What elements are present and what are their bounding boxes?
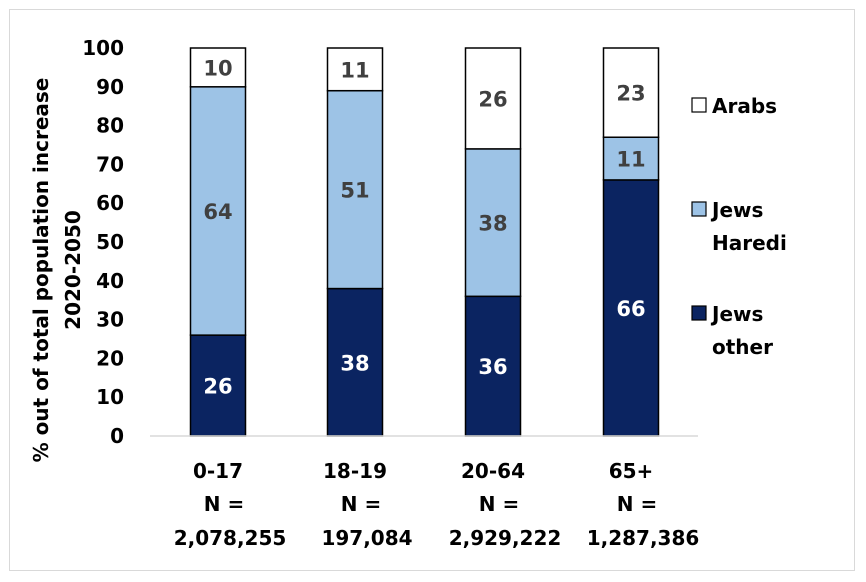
x-tick-label: 20-64	[461, 459, 525, 483]
bar-segment	[464, 47, 522, 150]
data-label: 51	[340, 179, 369, 203]
x-tick-n-value: 1,287,386	[587, 526, 700, 550]
bars: 26 64 10 38 51 11 36 38 26 66 11 23	[150, 47, 698, 437]
legend-label: Arabs	[712, 94, 777, 118]
x-tick-label: 18-19	[323, 459, 387, 483]
data-label: 10	[203, 56, 232, 80]
bar-segment	[189, 47, 247, 88]
y-axis-ticks: 0 10 20 30 40 50 60 70 80 90 100	[82, 36, 124, 448]
legend-label: Jews	[710, 302, 763, 326]
data-label: 23	[616, 82, 645, 106]
x-tick-n-label: N =	[341, 492, 381, 516]
legend-swatch	[691, 305, 707, 321]
y-tick-label: 100	[82, 36, 124, 60]
bar-segment	[602, 136, 660, 181]
x-tick-n-label: N =	[617, 492, 657, 516]
bar-segment	[326, 47, 384, 92]
y-tick-label: 30	[96, 308, 124, 332]
x-tick-label: 0-17	[193, 459, 243, 483]
x-tick-n-value: 2,078,255	[174, 526, 287, 550]
y-tick-label: 90	[96, 75, 124, 99]
bar-segment	[464, 148, 522, 298]
x-tick-n-value: 197,084	[321, 526, 412, 550]
x-tick-n-label: N =	[204, 492, 244, 516]
y-tick-label: 60	[96, 191, 124, 215]
legend-label: Haredi	[712, 231, 787, 255]
data-label: 38	[478, 212, 507, 236]
y-axis-title-line: 2020-2050	[61, 210, 85, 330]
y-tick-label: 70	[96, 152, 124, 176]
y-tick-label: 0	[110, 424, 124, 448]
x-axis-labels: 0-17 N = 2,078,255 18-19 N = 197,084 20-64 N = 2…	[174, 459, 700, 550]
legend-label: other	[712, 335, 773, 359]
y-tick-label: 20	[96, 346, 124, 370]
bar-segment	[602, 179, 660, 437]
data-label: 66	[616, 297, 645, 321]
bar-segment	[326, 89, 384, 290]
data-label: 36	[478, 355, 507, 379]
data-label: 11	[616, 148, 645, 172]
data-label: 64	[203, 200, 232, 224]
legend-label: Jews	[710, 198, 763, 222]
data-label: 11	[340, 58, 369, 82]
data-label: 26	[203, 375, 232, 399]
data-label: 26	[478, 87, 507, 111]
y-tick-label: 50	[96, 230, 124, 254]
legend-swatch	[691, 201, 707, 217]
y-axis-title: % out of total population increase 2020-2…	[29, 78, 85, 463]
bar-segment	[602, 47, 660, 138]
data-label: 38	[340, 351, 369, 375]
y-tick-label: 40	[96, 269, 124, 293]
x-tick-n-label: N =	[479, 492, 519, 516]
y-tick-label: 80	[96, 114, 124, 138]
bar-segment	[464, 295, 522, 437]
y-axis-title-line: % out of total population increase	[29, 78, 53, 463]
x-tick-n-value: 2,929,222	[449, 526, 562, 550]
x-tick-label: 65+	[609, 459, 654, 483]
bar-segment	[189, 334, 247, 437]
legend-swatch	[691, 97, 707, 113]
y-tick-label: 10	[96, 385, 124, 409]
legend: Arabs Jews Haredi Jews other	[691, 94, 787, 359]
chart-frame	[9, 9, 855, 571]
